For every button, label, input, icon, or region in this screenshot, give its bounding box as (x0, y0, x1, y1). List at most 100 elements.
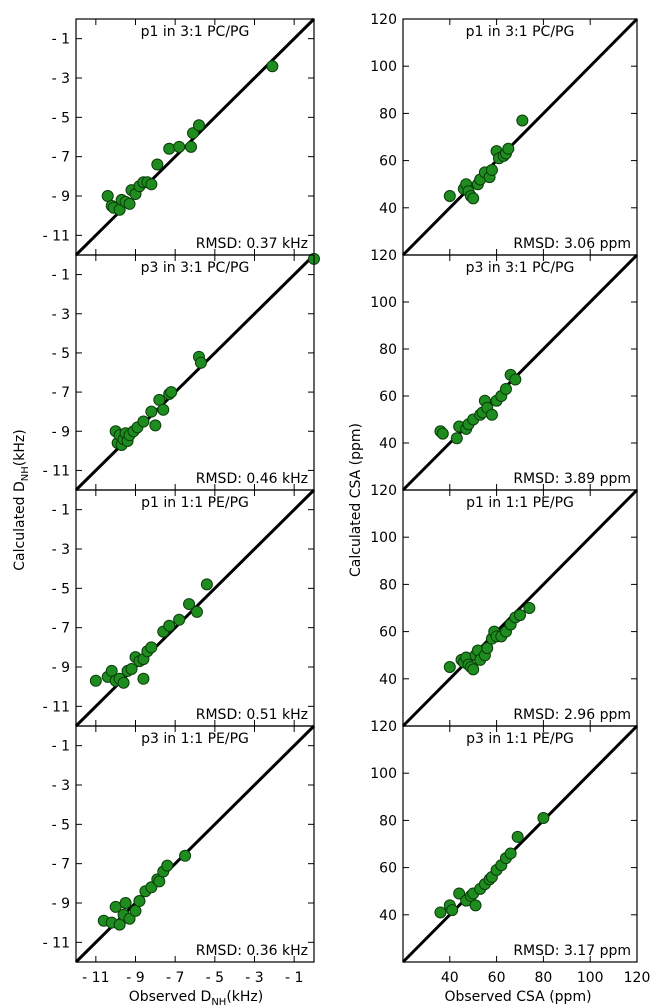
data-point (185, 140, 198, 153)
data-point (453, 887, 466, 900)
y-tick-label: - 1 (52, 739, 70, 755)
data-point (173, 613, 186, 626)
panel-title: p3 in 1:1 PE/PG (141, 731, 249, 747)
data-point (502, 142, 515, 155)
data-point (485, 164, 498, 177)
data-point (537, 812, 550, 825)
data-point (481, 642, 494, 655)
data-point (145, 405, 158, 418)
data-point (137, 415, 150, 428)
x-tick-label: 40 (441, 970, 459, 986)
panel-title: p1 in 3:1 PC/PG (466, 24, 575, 40)
x-tick-label: - 11 (82, 970, 109, 986)
data-point (187, 127, 200, 140)
data-point (443, 190, 456, 202)
rmsd-annotation: RMSD: 0.46 kHz (196, 471, 308, 487)
data-point (157, 403, 170, 416)
rmsd-annotation: RMSD: 0.37 kHz (196, 236, 308, 252)
x-tick-label: 120 (624, 970, 651, 986)
data-point (161, 859, 174, 872)
y-tick-label: - 3 (52, 778, 70, 794)
identity-line (74, 253, 316, 492)
data-point (514, 609, 526, 622)
y-tick-label: 40 (379, 201, 397, 217)
x-tick-label: 60 (488, 970, 506, 986)
data-point (450, 432, 463, 445)
y-tick-label: - 11 (43, 935, 70, 951)
data-point (446, 904, 459, 917)
y-tick-label: - 11 (43, 463, 70, 479)
data-point (194, 356, 207, 369)
data-point (125, 662, 138, 675)
y-tick-label: 80 (379, 106, 397, 122)
y-tick-label: - 1 (52, 32, 70, 48)
y-tick-label: - 5 (52, 817, 70, 833)
data-point (137, 672, 150, 685)
y-tick-label: - 5 (52, 346, 70, 362)
y-tick-label: - 9 (52, 660, 70, 676)
y-tick-label: 60 (379, 389, 397, 405)
data-point (434, 906, 447, 919)
panel-0-1: - 11 - 9 - 7 - 5 - 3 - 1 p3 in 3:1 PC/PG RMSD: … (43, 252, 320, 492)
right-xlabel: Observed CSA (ppm) (444, 989, 591, 1005)
data-point (165, 386, 178, 399)
rmsd-annotation: RMSD: 3.89 ppm (513, 471, 631, 487)
identity-line (401, 17, 639, 257)
y-tick-label: 80 (379, 577, 397, 593)
data-point (499, 382, 512, 395)
y-tick-label: - 11 (43, 699, 70, 715)
panel-title: p3 in 1:1 PE/PG (466, 731, 574, 747)
panel-0-3: - 11 - 9 - 7 - 5 - 3 - 1 - 11 - 9 - 7 - 5 - 3 - 1 p3… (43, 724, 316, 986)
panel-title: p1 in 1:1 PE/PG (466, 495, 574, 511)
identity-line (401, 253, 639, 492)
data-point (179, 849, 192, 862)
x-tick-label: - 5 (206, 970, 224, 986)
y-tick-label: 60 (379, 625, 397, 641)
y-tick-label: - 11 (43, 228, 70, 244)
y-tick-label: 100 (370, 766, 397, 782)
left-xlabel: Observed DNH(kHz) (129, 989, 264, 1006)
y-tick-label: - 1 (52, 268, 70, 284)
y-tick-label: - 7 (52, 857, 70, 873)
y-tick-label: - 5 (52, 110, 70, 126)
data-point (123, 912, 136, 925)
panel-1-0: 40 60 80 100 120 p1 in 3:1 PC/PG RMSD: 3.06 pp… (370, 12, 639, 257)
data-point (163, 142, 176, 155)
data-point (467, 663, 480, 676)
y-tick-label: - 7 (52, 621, 70, 637)
panel-title: p1 in 1:1 PE/PG (141, 495, 249, 511)
y-tick-label: - 1 (52, 503, 70, 519)
y-tick-label: 120 (370, 719, 397, 735)
y-tick-label: 80 (379, 342, 397, 358)
panel-1-2: 40 60 80 100 120 p1 in 1:1 PE/PG RMSD: 2.96 pp… (370, 483, 639, 728)
y-tick-label: 40 (379, 436, 397, 452)
data-point (190, 605, 203, 618)
data-point (123, 197, 136, 210)
data-point (443, 661, 456, 673)
x-tick-label: - 3 (245, 970, 263, 986)
rmsd-annotation: RMSD: 2.96 ppm (513, 707, 631, 723)
data-point (509, 373, 522, 386)
data-point (523, 602, 536, 614)
data-point (149, 419, 162, 432)
data-point (266, 60, 279, 73)
data-point (469, 899, 482, 912)
data-point (89, 674, 102, 687)
y-tick-label: 40 (379, 908, 397, 924)
data-point (151, 158, 164, 171)
data-point (485, 408, 498, 421)
data-point (145, 178, 158, 191)
data-point (133, 895, 146, 908)
rmsd-annotation: RMSD: 3.17 ppm (513, 943, 631, 959)
y-tick-label: 80 (379, 813, 397, 829)
panel-title: p3 in 3:1 PC/PG (466, 260, 575, 276)
y-tick-label: 120 (370, 248, 397, 264)
y-tick-label: - 3 (52, 307, 70, 323)
data-point (119, 897, 132, 909)
x-tick-label: - 9 (126, 970, 144, 986)
panel-title: p3 in 3:1 PC/PG (141, 260, 250, 276)
data-point (467, 192, 480, 205)
y-tick-label: - 7 (52, 150, 70, 166)
data-point (192, 119, 205, 132)
